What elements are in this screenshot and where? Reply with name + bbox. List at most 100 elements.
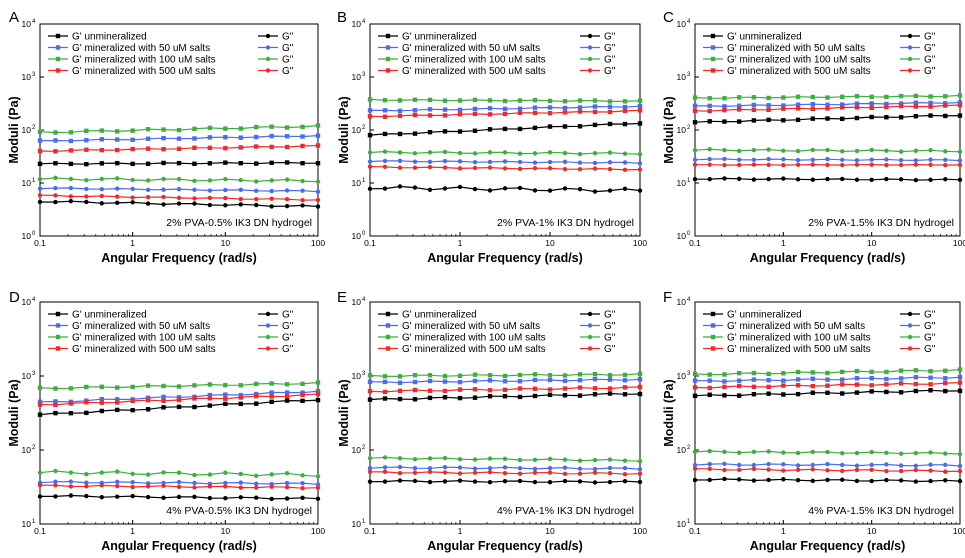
legend-label: G' mineralized with 500 uM salts [72, 66, 216, 77]
data-point [766, 95, 771, 101]
legend-marker [385, 33, 391, 39]
data-point [238, 471, 243, 477]
data-point [176, 397, 182, 403]
data-point [145, 195, 151, 200]
data-point [517, 394, 523, 400]
data-point [457, 107, 463, 113]
data-point [854, 450, 860, 456]
data-point [53, 161, 58, 166]
data-point [795, 391, 801, 397]
data-point [766, 107, 771, 113]
data-point [637, 98, 643, 103]
data-point [223, 176, 228, 182]
data-point [207, 392, 213, 398]
data-point [442, 129, 448, 134]
series-8 [692, 466, 963, 474]
data-point [238, 187, 243, 193]
data-point [115, 483, 120, 489]
data-point [898, 368, 904, 373]
data-point [382, 158, 388, 164]
data-point [238, 485, 243, 490]
data-point [637, 108, 643, 113]
data-point [928, 382, 933, 387]
data-point [84, 493, 89, 499]
series-4 [367, 108, 643, 119]
legend-label: G" [282, 333, 294, 344]
data-point [810, 116, 815, 121]
data-point [472, 151, 478, 156]
data-point [532, 393, 538, 399]
legend-label: G" [604, 55, 616, 66]
data-point [562, 150, 568, 156]
data-point [722, 379, 727, 384]
data-point [192, 145, 197, 150]
data-point [854, 368, 860, 374]
data-point [562, 386, 568, 391]
data-point [943, 113, 948, 119]
data-point [487, 479, 493, 485]
data-point [84, 199, 89, 205]
legend-label: G" [604, 344, 616, 355]
panel-letter: E [337, 289, 347, 306]
data-point [68, 199, 74, 204]
data-point [502, 106, 508, 112]
data-point [223, 392, 228, 397]
data-point [751, 177, 757, 182]
data-point [427, 107, 433, 112]
legend-label: G" [282, 344, 294, 355]
data-point [145, 398, 151, 403]
series-5 [37, 199, 321, 209]
data-point [442, 113, 448, 118]
legend-marker [710, 311, 716, 317]
data-point [898, 158, 904, 163]
sample-annotation: 2% PVA-1% IK3 DN hydrogel [497, 217, 634, 229]
data-point [68, 484, 74, 489]
data-point [53, 402, 58, 408]
data-point [795, 377, 801, 382]
data-point [766, 162, 771, 167]
data-point [472, 387, 478, 392]
data-point [840, 176, 845, 182]
y-tick-exponent: 3 [362, 371, 366, 377]
data-point [592, 98, 598, 103]
data-point [238, 160, 243, 166]
data-point [840, 94, 845, 99]
data-point [547, 377, 553, 383]
data-point [427, 150, 433, 155]
series-3 [367, 371, 643, 379]
x-tick-label: 100 [633, 526, 647, 536]
data-point [84, 471, 89, 477]
data-point [457, 129, 463, 134]
data-point [161, 405, 166, 410]
data-point [192, 126, 197, 132]
data-point [810, 478, 815, 484]
data-point [269, 188, 274, 194]
data-point [367, 164, 373, 169]
x-axis-title: Angular Frequency (rad/s) [427, 539, 583, 553]
series-5 [367, 184, 643, 194]
data-point [547, 188, 553, 193]
data-point [637, 161, 643, 166]
data-point [795, 106, 801, 111]
series-2 [692, 374, 963, 384]
x-tick-label: 100 [633, 238, 647, 248]
legend-marker [907, 323, 913, 328]
data-point [562, 457, 568, 462]
y-tick-label: 10 [677, 371, 687, 381]
data-point [943, 451, 948, 456]
data-point [502, 470, 508, 476]
data-point [315, 397, 321, 403]
data-point [145, 472, 151, 477]
data-point [607, 470, 613, 476]
legend-label: G" [282, 321, 294, 332]
data-point [487, 127, 493, 132]
data-point [547, 105, 553, 110]
data-point [442, 379, 448, 384]
data-point [161, 147, 166, 152]
data-point [457, 98, 463, 103]
legend-marker [710, 45, 716, 50]
data-point [869, 157, 874, 162]
data-point [412, 159, 418, 164]
data-point [884, 376, 889, 382]
data-point [517, 185, 523, 191]
